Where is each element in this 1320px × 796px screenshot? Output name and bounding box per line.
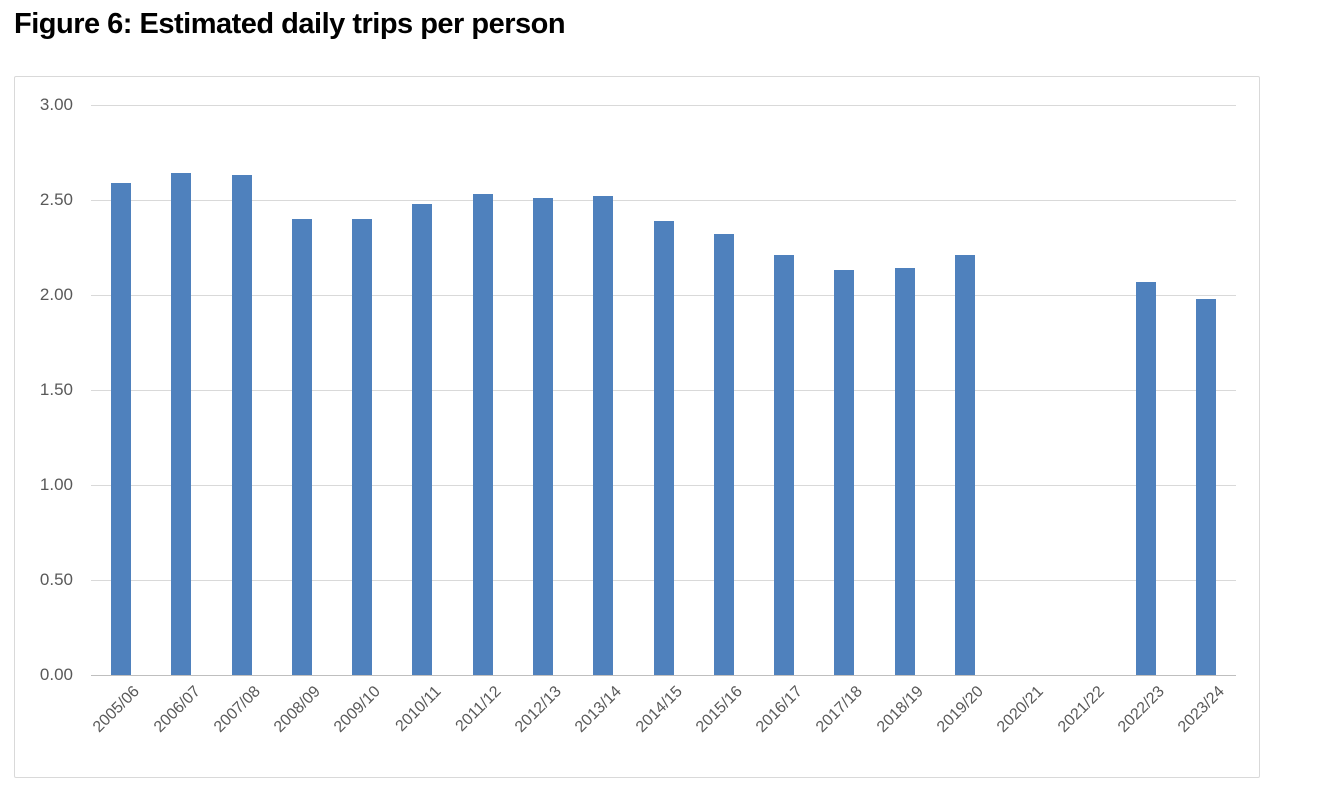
x-tick-label: 2013/14	[572, 683, 626, 736]
bar-2023-24	[1195, 298, 1216, 675]
y-tick-label: 0.00	[39, 665, 73, 684]
bar-2006-07	[171, 173, 192, 675]
bar-2007-08	[231, 175, 252, 675]
x-tick-label: 2005/06	[90, 683, 144, 736]
x-tick-label: 2014/15	[632, 683, 686, 736]
x-tick-label: 2019/20	[933, 683, 987, 736]
y-tick-label: 3.00	[39, 95, 73, 114]
bar-2008-09	[291, 219, 312, 675]
bar-2013-14	[593, 196, 614, 675]
x-tick-label: 2020/21	[994, 683, 1048, 736]
y-tick-label: 0.50	[39, 570, 73, 589]
bar-2019-20	[954, 255, 975, 675]
bar-2011-12	[472, 194, 493, 675]
x-tick-label: 2023/24	[1174, 683, 1228, 736]
x-tick-label: 2021/22	[1054, 683, 1108, 736]
x-tick-label: 2016/17	[753, 683, 807, 736]
gridline	[91, 105, 1236, 106]
x-tick-label: 2018/19	[873, 683, 927, 736]
y-tick-label: 1.00	[39, 475, 73, 494]
bar-2005-06	[111, 182, 132, 675]
bar-2009-10	[352, 219, 373, 675]
x-tick-label: 2009/10	[331, 683, 385, 736]
bar-2015-16	[713, 234, 734, 675]
figure-title: Figure 6: Estimated daily trips per pers…	[14, 8, 566, 40]
x-tick-label: 2011/12	[452, 683, 505, 736]
bar-2012-13	[532, 198, 553, 675]
x-tick-label: 2022/23	[1114, 683, 1168, 736]
x-tick-label: 2015/16	[692, 683, 746, 736]
x-tick-label: 2017/18	[813, 683, 867, 736]
plot-area	[91, 105, 1236, 676]
x-tick-label: 2010/11	[392, 683, 445, 736]
y-tick-label: 1.50	[39, 380, 73, 399]
x-tick-label: 2007/08	[210, 683, 264, 736]
y-tick-label: 2.50	[39, 190, 73, 209]
bar-2014-15	[653, 220, 674, 675]
y-tick-label: 2.00	[39, 285, 73, 304]
bar-2022-23	[1135, 281, 1156, 675]
chart-container: 3.00 2.50 2.00 1.50 1.00 0.50 0.00 2005/06 2006…	[14, 76, 1260, 778]
bar-2017-18	[834, 270, 855, 675]
gridline	[91, 200, 1236, 201]
bar-2016-17	[774, 255, 795, 675]
bar-2018-19	[894, 268, 915, 675]
bar-2010-11	[412, 203, 433, 675]
x-tick-label: 2006/07	[150, 683, 204, 736]
x-tick-label: 2012/13	[512, 683, 566, 736]
x-tick-label: 2008/09	[271, 683, 324, 736]
